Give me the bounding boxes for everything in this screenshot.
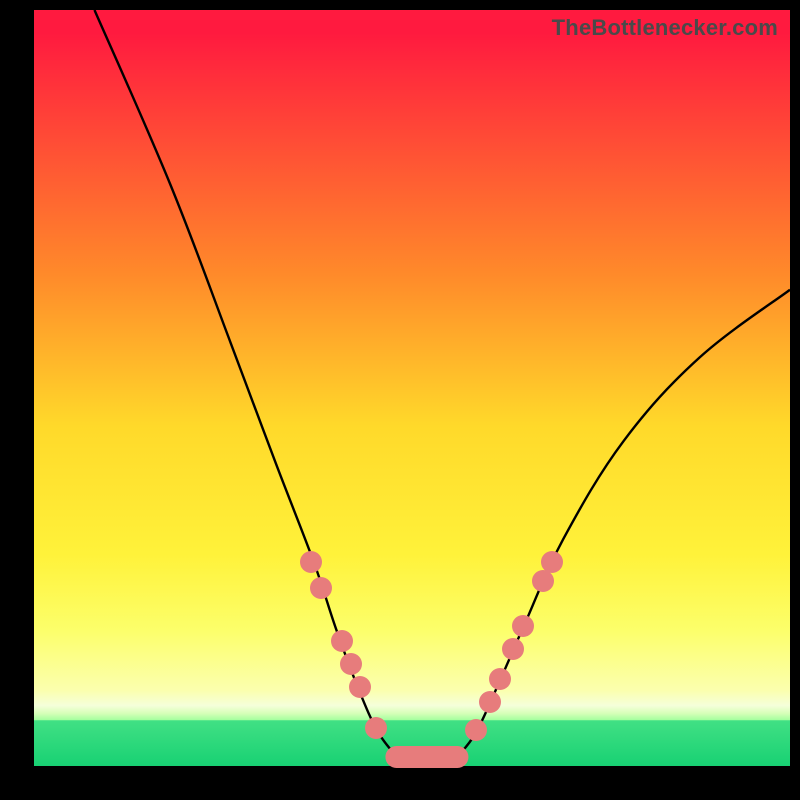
bottleneck-curve bbox=[34, 10, 790, 766]
marker-left-0 bbox=[300, 551, 322, 573]
marker-right-3 bbox=[502, 638, 524, 660]
curve-path bbox=[94, 10, 790, 757]
marker-right-5 bbox=[532, 570, 554, 592]
marker-right-2 bbox=[489, 668, 511, 690]
marker-left-1 bbox=[310, 577, 332, 599]
marker-right-1 bbox=[479, 691, 501, 713]
marker-right-4 bbox=[512, 615, 534, 637]
gradient-plot-area: TheBottlenecker.com bbox=[34, 10, 790, 766]
marker-left-5 bbox=[365, 717, 387, 739]
marker-left-2 bbox=[331, 630, 353, 652]
outer-frame: TheBottlenecker.com bbox=[0, 0, 800, 800]
marker-right-6 bbox=[541, 551, 563, 573]
marker-left-3 bbox=[340, 653, 362, 675]
marker-left-4 bbox=[349, 676, 371, 698]
marker-right-0 bbox=[465, 719, 487, 741]
bottom-marker-pill bbox=[386, 746, 469, 768]
